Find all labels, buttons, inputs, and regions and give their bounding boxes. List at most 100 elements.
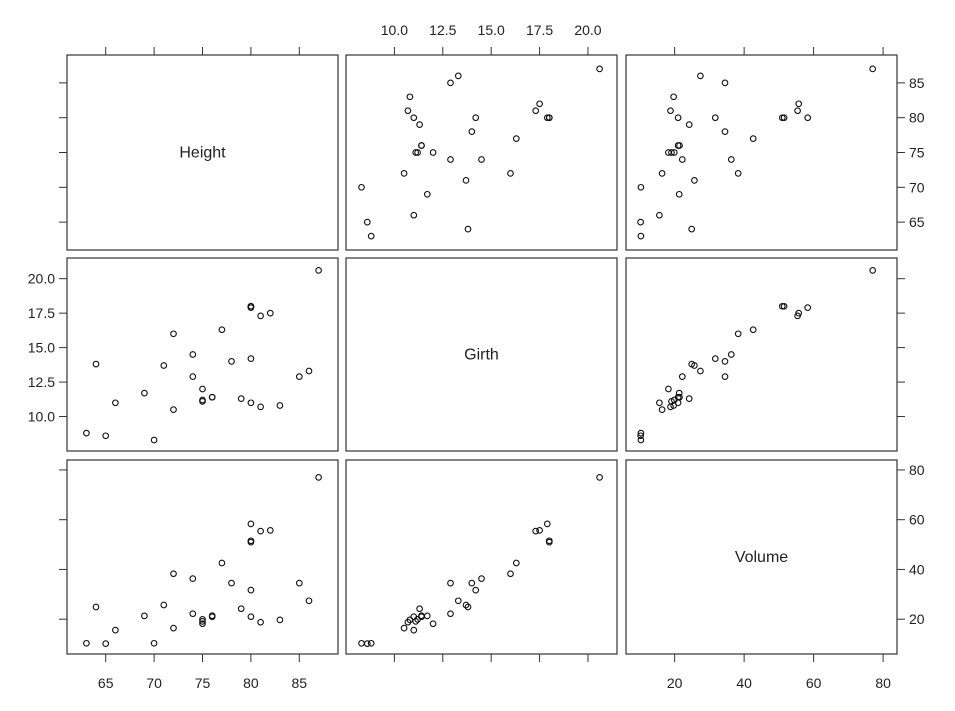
data-point-volume-vs-height-17 <box>750 136 756 142</box>
data-point-height-vs-volume-10 <box>190 611 196 617</box>
data-point-volume-vs-height-22 <box>805 115 811 121</box>
data-point-girth-vs-volume-27 <box>537 528 543 534</box>
data-point-height-vs-volume-3 <box>103 641 109 647</box>
data-point-height-vs-volume-20 <box>248 614 254 620</box>
data-point-height-vs-girth-6 <box>151 437 157 443</box>
data-point-girth-vs-volume-4 <box>411 627 417 633</box>
data-point-girth-vs-height-1 <box>368 233 374 239</box>
data-point-girth-vs-height-29 <box>448 80 454 86</box>
data-point-girth-vs-height-11 <box>479 157 485 163</box>
data-point-girth-vs-height-4 <box>411 212 417 218</box>
data-point-volume-vs-height-5 <box>676 192 682 198</box>
data-point-height-vs-volume-26 <box>258 528 264 534</box>
data-point-volume-vs-girth-4 <box>657 400 663 406</box>
data-point-volume-vs-height-6 <box>638 185 644 191</box>
data-point-girth-vs-volume-18 <box>469 580 475 586</box>
data-point-height-vs-volume-29 <box>297 580 303 586</box>
data-point-volume-vs-height-31 <box>870 66 876 72</box>
data-point-height-vs-volume-7 <box>161 602 167 608</box>
bottom-tick-label-volume-0: 20 <box>667 675 683 691</box>
right-tick-label-height-3: 80 <box>909 110 925 126</box>
data-point-height-vs-girth-7 <box>161 363 167 369</box>
left-tick-label-girth-2: 15.0 <box>28 340 55 356</box>
data-point-height-vs-volume-4 <box>113 627 119 633</box>
panel-frame-height-girth <box>346 55 617 250</box>
data-point-height-vs-girth-31 <box>316 268 322 274</box>
data-point-volume-vs-height-27 <box>796 101 802 107</box>
data-point-girth-vs-height-3 <box>365 219 371 225</box>
data-point-girth-vs-volume-5 <box>425 613 431 619</box>
data-point-girth-vs-height-16 <box>419 143 425 149</box>
data-point-volume-vs-girth-30 <box>698 368 704 374</box>
data-point-girth-vs-height-10 <box>448 157 454 163</box>
data-point-girth-vs-volume-21 <box>473 587 479 593</box>
data-point-height-vs-girth-8 <box>171 407 177 413</box>
data-point-girth-vs-height-6 <box>359 185 365 191</box>
data-point-girth-vs-height-30 <box>456 73 462 79</box>
data-point-height-vs-girth-17 <box>219 327 225 333</box>
data-point-volume-vs-girth-14 <box>666 386 672 392</box>
data-point-height-vs-girth-29 <box>297 374 303 380</box>
data-point-height-vs-volume-8 <box>171 625 177 631</box>
data-point-volume-vs-height-4 <box>657 212 663 218</box>
data-point-volume-vs-girth-9 <box>735 331 741 337</box>
data-point-girth-vs-height-26 <box>533 108 539 114</box>
bottom-tick-label-volume-3: 80 <box>875 675 891 691</box>
data-point-girth-vs-height-7 <box>463 178 469 184</box>
bottom-tick-label-height-4: 85 <box>291 675 307 691</box>
data-point-height-vs-volume-30 <box>306 598 312 604</box>
data-point-volume-vs-girth-31 <box>870 268 876 274</box>
data-point-height-vs-volume-28 <box>277 617 283 623</box>
data-point-height-vs-girth-26 <box>258 313 264 319</box>
right-tick-label-height-4: 85 <box>909 75 925 91</box>
data-point-height-vs-girth-30 <box>306 368 312 374</box>
data-point-volume-vs-girth-11 <box>729 352 735 358</box>
data-point-girth-vs-volume-9 <box>508 571 514 577</box>
data-point-height-vs-volume-6 <box>151 641 157 647</box>
data-point-girth-vs-height-17 <box>514 136 520 142</box>
data-point-volume-vs-height-10 <box>680 157 686 163</box>
data-point-girth-vs-volume-30 <box>456 598 462 604</box>
data-point-volume-vs-height-8 <box>659 171 665 177</box>
data-point-volume-vs-height-25 <box>668 108 674 114</box>
right-tick-label-volume-3: 80 <box>909 462 925 478</box>
data-point-girth-vs-height-31 <box>597 66 603 72</box>
left-tick-label-girth-1: 12.5 <box>28 374 55 390</box>
data-point-height-vs-volume-22 <box>248 521 254 527</box>
data-point-height-vs-girth-27 <box>268 310 274 316</box>
panel-frame-volume-girth <box>346 460 617 654</box>
data-point-height-vs-volume-2 <box>93 604 99 610</box>
data-point-volume-vs-height-18 <box>722 129 728 135</box>
data-point-girth-vs-volume-6 <box>359 641 365 647</box>
data-point-volume-vs-girth-22 <box>805 305 811 311</box>
data-point-girth-vs-height-18 <box>469 129 475 135</box>
data-point-height-vs-volume-18 <box>229 580 235 586</box>
top-tick-label-girth-2: 15.0 <box>478 22 505 38</box>
right-tick-label-height-1: 70 <box>909 179 925 195</box>
data-point-girth-vs-height-2 <box>465 226 471 232</box>
left-tick-label-girth-4: 20.0 <box>28 271 55 287</box>
data-point-girth-vs-volume-29 <box>448 580 454 586</box>
data-point-volume-vs-girth-29 <box>722 374 728 380</box>
data-point-height-vs-girth-3 <box>103 433 109 439</box>
bottom-tick-label-height-1: 70 <box>146 675 162 691</box>
data-point-girth-vs-volume-3 <box>365 641 371 647</box>
data-point-volume-vs-height-26 <box>795 108 801 114</box>
data-point-girth-vs-height-27 <box>537 101 543 107</box>
data-point-volume-vs-height-3 <box>638 219 644 225</box>
data-point-girth-vs-height-8 <box>401 171 407 177</box>
data-point-height-vs-girth-18 <box>229 359 235 365</box>
data-point-height-vs-girth-14 <box>200 386 206 392</box>
data-point-height-vs-girth-9 <box>171 331 177 337</box>
data-point-height-vs-volume-19 <box>238 606 244 612</box>
data-point-girth-vs-height-20 <box>411 115 417 121</box>
data-point-volume-vs-height-19 <box>686 122 692 128</box>
data-point-height-vs-volume-21 <box>248 587 254 593</box>
top-tick-label-girth-4: 20.0 <box>574 22 601 38</box>
left-tick-label-girth-0: 10.0 <box>28 409 55 425</box>
data-point-height-vs-girth-10 <box>190 374 196 380</box>
bottom-tick-label-volume-1: 40 <box>736 675 752 691</box>
data-point-volume-vs-girth-17 <box>750 327 756 333</box>
data-point-height-vs-volume-31 <box>316 475 322 481</box>
